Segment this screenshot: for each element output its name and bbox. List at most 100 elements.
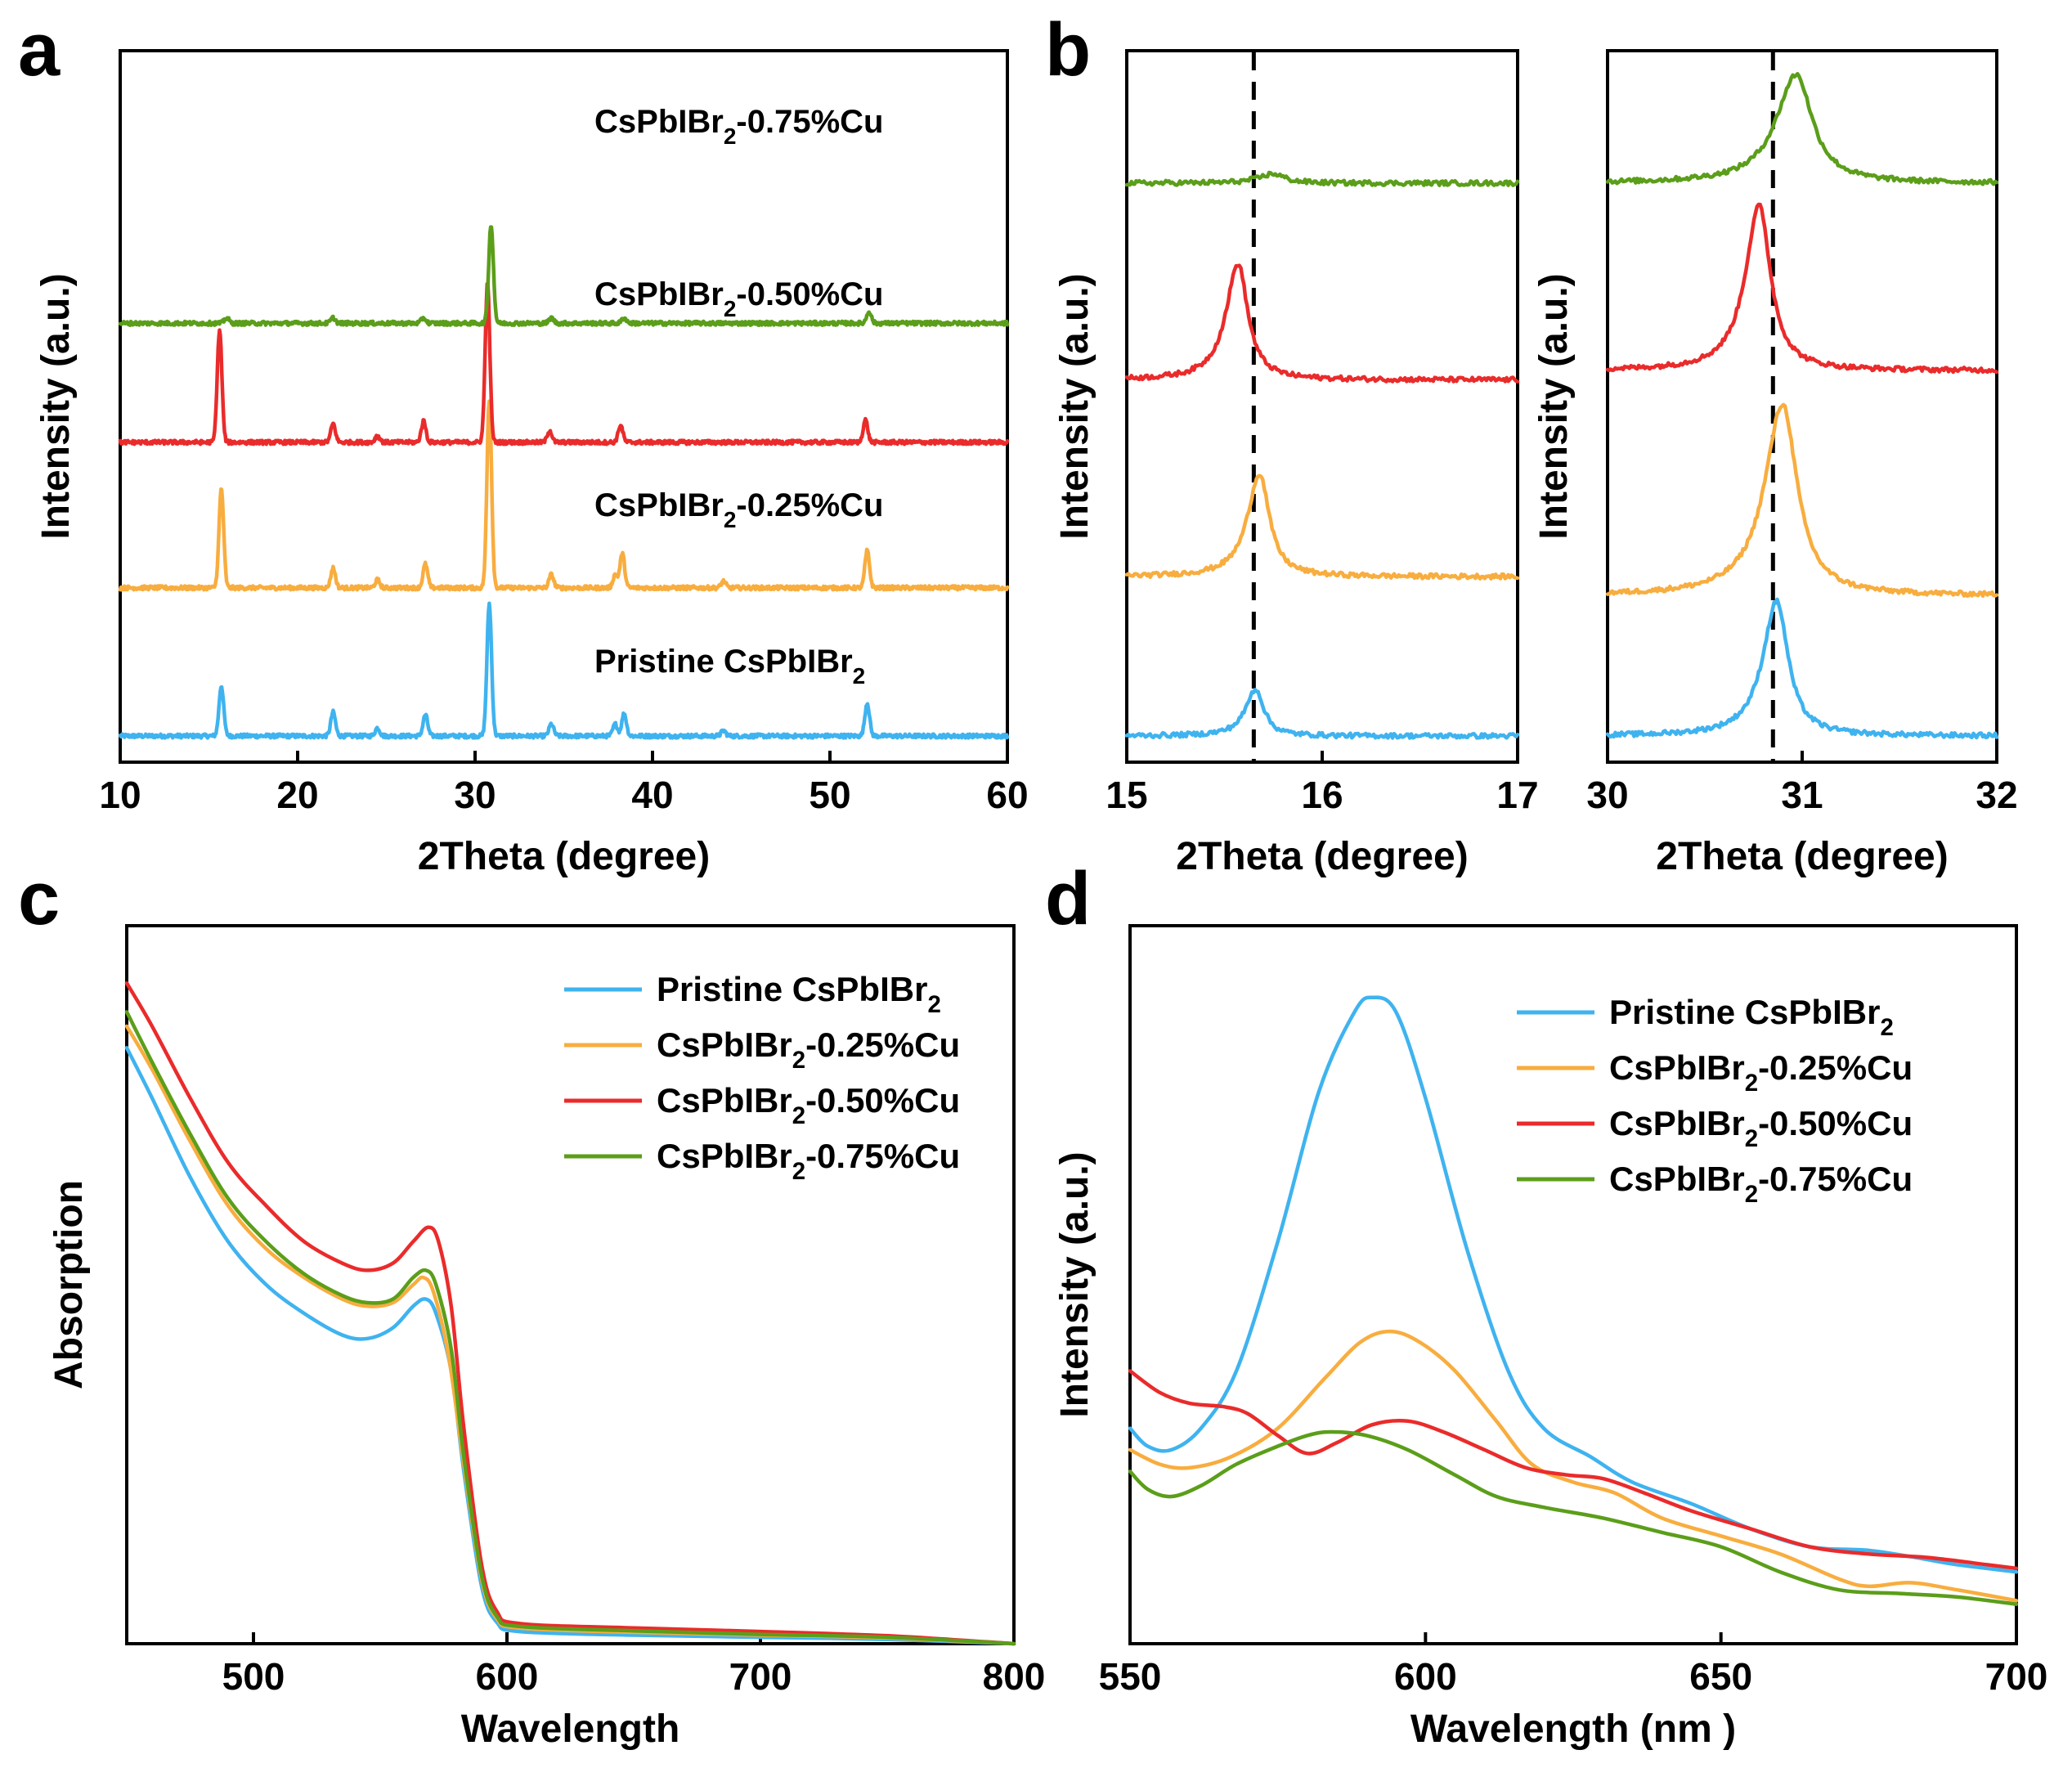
sample-label-0-sub: 2 (853, 663, 866, 689)
panel-c: c 500 600 700 800 Wavelength Absorption Pristin… (18, 857, 1045, 1751)
legend-label-3-tail: -0.75%Cu (1758, 1160, 1913, 1198)
x-tick-label: 30 (1586, 774, 1628, 816)
x-tick-label: 600 (476, 1655, 539, 1698)
x-tick-label: 10 (99, 774, 141, 816)
panel-letter-a: a (18, 8, 61, 92)
xrd-trace-3 (118, 225, 1010, 327)
zoom-trace-3 (1605, 71, 1999, 186)
zoom-trace-2 (1124, 263, 1520, 384)
legend-label-3: CsPbIBr2-0.75%Cu (657, 1137, 960, 1185)
x-tick-label: 700 (729, 1655, 792, 1698)
x-axis-title: Wavelength (nm ) (1410, 1707, 1736, 1751)
legend-label-3-base: CsPbIBr (657, 1137, 792, 1175)
legend-label-1: CsPbIBr2-0.25%Cu (1609, 1048, 1913, 1097)
plot-frame (119, 49, 1009, 764)
legend-label-0-sub: 2 (927, 991, 940, 1018)
panel-letter-b: b (1045, 8, 1091, 92)
panel-letter-c: c (18, 857, 60, 940)
sample-label-2-base: CsPbIBr (594, 276, 724, 312)
x-tick-label: 20 (276, 774, 318, 816)
zoom-trace-0 (1605, 597, 1999, 740)
y-axis-title: Intensity (a.u.) (1532, 273, 1576, 539)
y-axis-title: Intensity (a.u.) (1053, 1151, 1097, 1417)
x-tick-label: 500 (222, 1655, 285, 1698)
legend: Pristine CsPbIBr2CsPbIBr2-0.25%CuCsPbIBr… (564, 970, 960, 1185)
x-axis-title: Wavelength (461, 1707, 680, 1751)
sample-label-1-tail: -0.25%Cu (736, 487, 883, 523)
legend-label-0-base: Pristine CsPbIBr (1609, 993, 1880, 1031)
x-tick-label: 31 (1781, 774, 1823, 816)
sample-label-2-tail: -0.50%Cu (736, 276, 883, 312)
xrd-trace-0 (118, 601, 1010, 740)
legend-label-0-sub: 2 (1880, 1014, 1893, 1041)
plot-frame (1128, 924, 2018, 1645)
panel-a: a 10 20 30 40 50 60 2Theta (degree) Intensity (a… (18, 8, 1029, 878)
panel-b-right: 30 31 32 2Theta (degree) Intensity (a.u.) (1532, 49, 2018, 878)
sample-label-0-base: Pristine CsPbIBr (594, 644, 853, 680)
panel-letter-d: d (1045, 857, 1091, 940)
zoom-trace-2 (1605, 202, 1999, 375)
zoom-trace-1 (1605, 402, 1999, 599)
x-tick-label: 30 (454, 774, 496, 816)
x-tick-label: 15 (1106, 774, 1147, 816)
x-axis-title: 2Theta (degree) (1656, 835, 1948, 878)
legend-label-2-base: CsPbIBr (1609, 1104, 1745, 1142)
sample-label-3-tail: -0.75%Cu (736, 104, 883, 140)
legend-label-3-sub: 2 (1745, 1181, 1758, 1208)
x-tick-label: 17 (1496, 774, 1538, 816)
zoom-trace-3 (1124, 170, 1520, 187)
x-tick-label: 32 (1976, 774, 2017, 816)
legend-label-1-tail: -0.25%Cu (1758, 1048, 1913, 1087)
sample-label-3-sub: 2 (724, 123, 737, 149)
legend-label-1-tail: -0.25%Cu (805, 1025, 960, 1064)
spectrum-trace-1 (1128, 1329, 2019, 1603)
legend-label-2-tail: -0.50%Cu (1758, 1104, 1913, 1142)
legend-label-0-base: Pristine CsPbIBr (657, 970, 927, 1008)
plot-frame (1606, 49, 1998, 764)
y-axis-title: Absorption (47, 1180, 91, 1389)
x-axis-title: 2Theta (degree) (418, 835, 710, 878)
legend-label-3-sub: 2 (792, 1158, 805, 1185)
legend-label-0: Pristine CsPbIBr2 (1609, 993, 1894, 1041)
sample-label-3: CsPbIBr2-0.75%Cu (594, 104, 883, 149)
xrd-trace-1 (118, 399, 1010, 592)
zoom-trace-1 (1124, 473, 1520, 581)
spectrum-trace-2 (124, 980, 1016, 1646)
x-tick-label: 700 (1985, 1655, 2048, 1698)
legend-label-2-tail: -0.50%Cu (805, 1081, 960, 1120)
sample-label-3-base: CsPbIBr (594, 104, 724, 140)
x-axis-title: 2Theta (degree) (1176, 835, 1468, 878)
legend-label-3: CsPbIBr2-0.75%Cu (1609, 1160, 1913, 1208)
y-axis-title: Intensity (a.u.) (34, 273, 78, 539)
spectrum-trace-3 (1128, 1429, 2019, 1606)
plot-frame (125, 924, 1016, 1645)
x-tick-label: 600 (1394, 1655, 1457, 1698)
legend-label-2-base: CsPbIBr (657, 1081, 792, 1120)
x-tick-label: 800 (983, 1655, 1046, 1698)
zoom-trace-0 (1124, 688, 1520, 740)
sample-label-2-sub: 2 (724, 296, 737, 321)
legend-label-1-base: CsPbIBr (1609, 1048, 1745, 1087)
x-tick-label: 50 (809, 774, 850, 816)
legend-label-0: Pristine CsPbIBr2 (657, 970, 941, 1018)
sample-label-1-base: CsPbIBr (594, 487, 724, 523)
x-tick-label: 650 (1689, 1655, 1752, 1698)
legend-label-1-sub: 2 (1745, 1070, 1758, 1097)
sample-label-2: CsPbIBr2-0.50%Cu (594, 276, 883, 321)
legend: Pristine CsPbIBr2CsPbIBr2-0.25%CuCsPbIBr… (1517, 993, 1913, 1208)
x-tick-label: 550 (1099, 1655, 1162, 1698)
legend-label-1: CsPbIBr2-0.25%Cu (657, 1025, 960, 1074)
legend-label-1-sub: 2 (792, 1047, 805, 1074)
sample-label-0: Pristine CsPbIBr2 (594, 644, 865, 689)
legend-label-2-sub: 2 (1745, 1125, 1758, 1152)
legend-label-2-sub: 2 (792, 1102, 805, 1129)
x-tick-label: 40 (631, 774, 673, 816)
sample-label-1: CsPbIBr2-0.25%Cu (594, 487, 883, 532)
y-axis-title: Intensity (a.u.) (1053, 273, 1097, 539)
spectrum-trace-0 (124, 1046, 1016, 1646)
legend-label-2: CsPbIBr2-0.50%Cu (1609, 1104, 1913, 1152)
panel-b-left: b 15 16 17 2Theta (degree) Intensity (a.u.) (1045, 8, 1539, 878)
spectrum-trace-2 (1128, 1369, 2019, 1571)
x-tick-label: 60 (986, 774, 1028, 816)
